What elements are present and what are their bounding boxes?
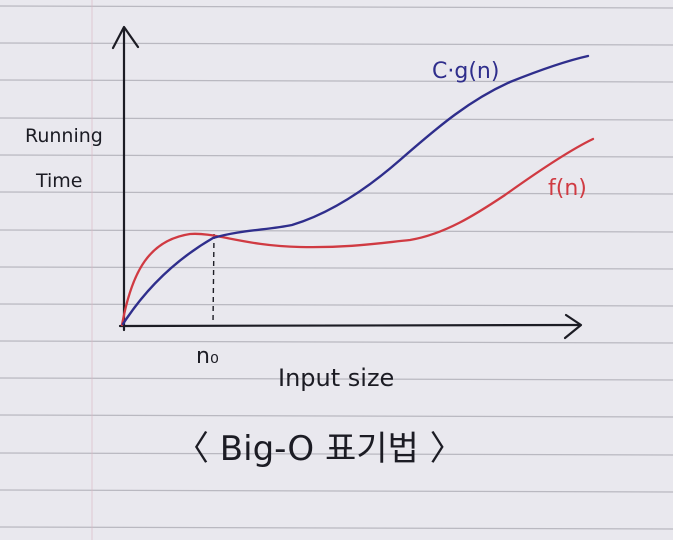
ruled-line xyxy=(0,489,673,493)
y-axis-label-line1: Running xyxy=(25,125,103,147)
ruled-line xyxy=(0,414,673,418)
ruled-line xyxy=(0,5,673,9)
ruled-line xyxy=(0,117,673,121)
x-axis xyxy=(118,323,581,328)
caption-big-o: 〈 Big-O 표기법 〉 xyxy=(175,429,464,469)
f-n-curve xyxy=(120,137,595,327)
ruled-line xyxy=(0,79,673,83)
ruled-line xyxy=(0,191,673,195)
n0-label: n₀ xyxy=(196,344,219,369)
ruled-line xyxy=(0,452,673,456)
ruled-line xyxy=(0,266,673,270)
ruled-line xyxy=(0,229,673,233)
ruled-line xyxy=(0,340,673,344)
axes xyxy=(111,25,583,340)
y-axis-label-line2: Time xyxy=(35,170,83,192)
f-n-label: f(n) xyxy=(548,176,587,201)
ruled-lines xyxy=(0,5,673,530)
arrow-right-icon xyxy=(563,313,583,340)
x-axis-label: Input size xyxy=(278,364,394,392)
ruled-line xyxy=(0,303,673,307)
ruled-line xyxy=(0,377,673,381)
arrow-up-icon xyxy=(111,25,140,50)
ruled-line xyxy=(0,526,673,530)
c-g-n-label: C·g(n) xyxy=(432,59,499,84)
c-g-n-curve xyxy=(121,54,590,326)
n0-dashed-line xyxy=(212,233,215,325)
ruled-line xyxy=(0,42,673,46)
